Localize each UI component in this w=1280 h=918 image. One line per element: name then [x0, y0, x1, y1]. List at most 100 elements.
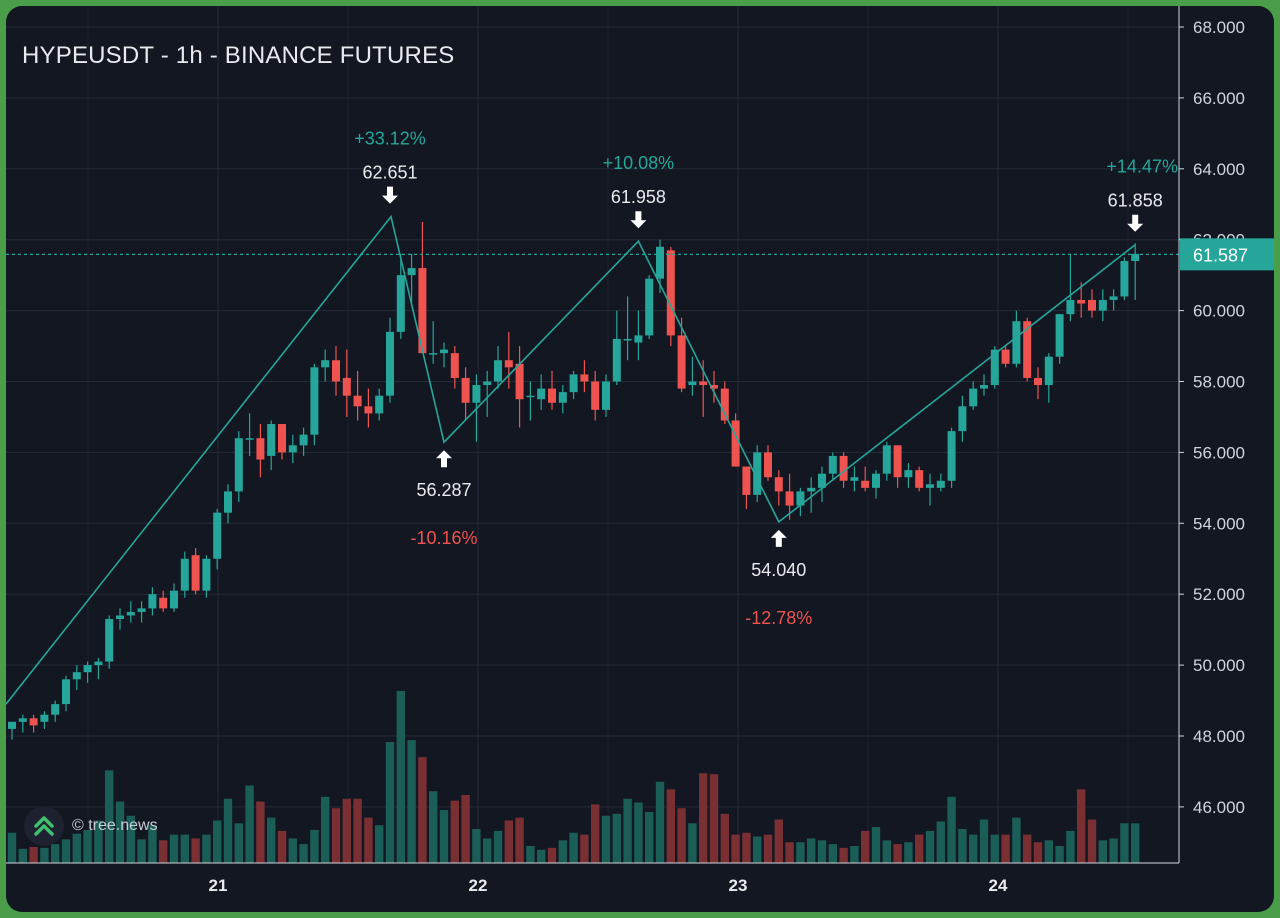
volume-bar	[655, 781, 665, 863]
volume-bar	[180, 834, 189, 863]
candle-body	[375, 395, 384, 414]
candle-body	[558, 392, 567, 403]
pivot-percent-label: +33.12%	[354, 129, 426, 149]
volume-bar	[137, 839, 146, 863]
candle-body	[990, 349, 999, 386]
volume-bar	[666, 789, 675, 863]
candle-body	[645, 278, 654, 336]
volume-bar	[958, 828, 967, 863]
volume-bar	[115, 801, 125, 863]
candle-body	[764, 452, 772, 478]
y-tick-label: 64.000	[1193, 160, 1245, 179]
candle-body	[1001, 349, 1010, 364]
volume-bar	[709, 774, 719, 863]
price-chart[interactable]: 62.651 +33.12% 56.287 -10.16% 61.958 +10.08% 5…	[6, 6, 1274, 912]
candle-body	[245, 438, 254, 440]
volume-bar	[169, 834, 179, 863]
candle-body	[364, 406, 373, 414]
candle-body	[569, 374, 578, 393]
candle-body	[882, 445, 891, 474]
volume-bar	[321, 796, 330, 863]
candle-body	[310, 367, 319, 435]
candle-body	[83, 665, 92, 673]
volume-bar	[385, 742, 395, 863]
candle-body	[861, 480, 870, 488]
volume-bar	[1033, 842, 1043, 863]
y-tick-label: 52.000	[1193, 585, 1245, 604]
volume-bar	[1044, 840, 1053, 863]
volume-bar	[537, 849, 546, 863]
volume-bar	[547, 847, 557, 863]
volume-bar	[699, 773, 708, 863]
chart-frame: 62.651 +33.12% 56.287 -10.16% 61.958 +10.08% 5…	[6, 6, 1274, 912]
volume-bar	[947, 796, 956, 863]
candle-body	[1012, 321, 1021, 364]
volume-bar	[159, 840, 168, 863]
volume-bar	[483, 838, 492, 863]
volume-bar	[40, 847, 49, 863]
candle-body	[105, 619, 114, 662]
volume-bar	[267, 817, 276, 863]
volume-bar	[969, 834, 978, 863]
volume-bar	[7, 832, 17, 863]
candle-body	[332, 360, 340, 382]
watermark: © tree.news	[24, 806, 184, 846]
candle-body	[1055, 314, 1064, 357]
volume-bar	[742, 832, 751, 863]
candle-body	[267, 424, 276, 456]
candle-body	[234, 438, 243, 492]
volume-bar	[612, 813, 621, 863]
volume-bar	[94, 820, 103, 863]
candle-body	[666, 250, 675, 336]
volume-bar	[915, 834, 924, 863]
candle-body	[213, 512, 222, 559]
candle-body	[1023, 321, 1032, 378]
volume-bar	[126, 815, 135, 863]
candle-body	[548, 388, 556, 403]
volume-bar	[407, 740, 416, 863]
volume-bar	[202, 834, 211, 863]
candle-body	[1077, 299, 1086, 304]
y-tick-label: 50.000	[1193, 656, 1245, 675]
volume-bar	[850, 845, 859, 863]
volume-bar	[925, 830, 935, 863]
volume-bar	[1023, 834, 1032, 863]
volume-bar	[461, 794, 470, 863]
volume-bar	[731, 834, 740, 863]
volume-bar	[871, 827, 881, 863]
pivot-percent-label: -10.16%	[410, 528, 477, 548]
x-tick-label: 23	[729, 876, 748, 895]
candle-body	[288, 445, 297, 453]
candle-body	[774, 477, 783, 492]
y-tick-label: 48.000	[1193, 727, 1245, 746]
candle-body	[947, 431, 956, 481]
candle-body	[710, 385, 718, 389]
candle-body	[407, 268, 416, 276]
volume-bar	[774, 819, 783, 863]
candle-body	[526, 395, 535, 398]
volume-bar	[634, 802, 643, 863]
watermark-text: © tree.news	[72, 817, 158, 834]
candle-body	[807, 487, 816, 492]
volume-bar	[979, 819, 989, 863]
volume-bar	[439, 810, 449, 863]
candle-body	[472, 385, 481, 403]
volume-bar	[1098, 840, 1107, 863]
y-tick-label: 66.000	[1193, 89, 1245, 108]
candle-body	[1066, 299, 1075, 315]
pivot-price-label: 61.858	[1108, 191, 1163, 211]
volume-bar	[1001, 834, 1010, 863]
y-tick-label: 46.000	[1193, 798, 1245, 817]
current-price-tag	[1180, 238, 1274, 271]
candle-body	[818, 473, 826, 488]
volume-bar	[591, 804, 600, 863]
volume-bar	[148, 825, 157, 863]
volume-bar	[1012, 817, 1021, 863]
volume-bar	[277, 830, 287, 863]
candle-body	[461, 377, 470, 403]
volume-bar	[223, 798, 233, 863]
volume-bar	[245, 785, 254, 863]
candle-body	[321, 360, 330, 368]
candle-body	[94, 661, 103, 666]
volume-bar	[213, 820, 222, 863]
